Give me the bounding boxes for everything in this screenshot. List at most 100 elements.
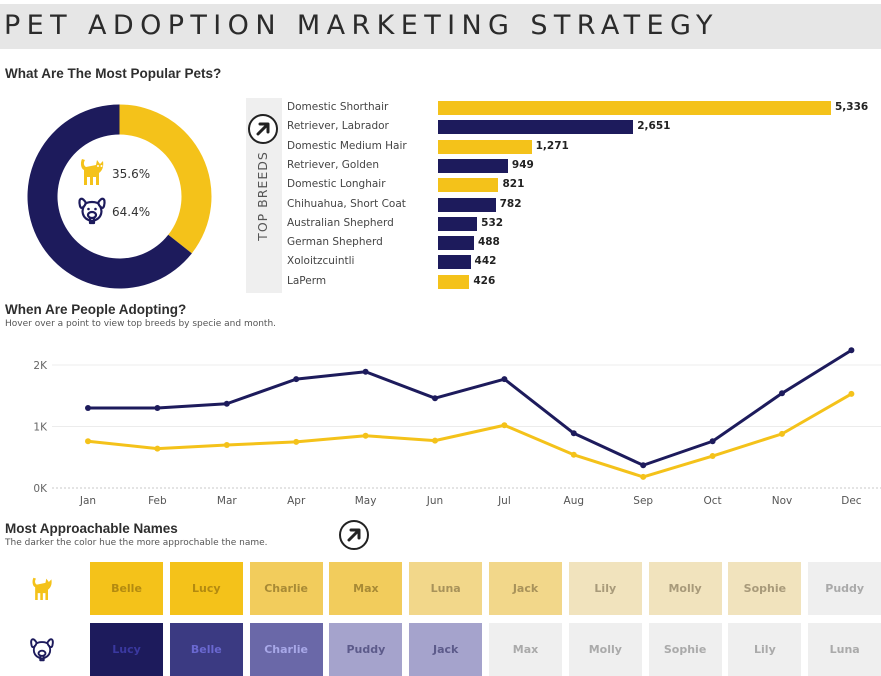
- name-cell-dog[interactable]: Charlie: [249, 623, 323, 676]
- breed-row[interactable]: Retriever, Labrador 2,651: [287, 118, 880, 137]
- top-breeds-panel: TOP BREEDS Domestic Shorthair 5,336 Retrie…: [246, 98, 880, 293]
- breed-value-label: 5,336: [835, 101, 869, 113]
- data-point-cat[interactable]: [709, 453, 716, 460]
- breed-bar[interactable]: [438, 178, 499, 193]
- breed-bar[interactable]: [438, 255, 471, 270]
- dog-percentage: 64.4%: [112, 205, 151, 219]
- breed-row[interactable]: Xoloitzcuintli 442: [287, 253, 880, 272]
- name-cell-dog[interactable]: Lucy: [90, 623, 163, 676]
- name-cell-cat[interactable]: Lucy: [169, 562, 243, 615]
- data-point-dog[interactable]: [570, 430, 577, 437]
- data-point-dog[interactable]: [223, 400, 230, 407]
- name-cell-dog[interactable]: Max: [489, 623, 562, 676]
- data-point-dog[interactable]: [154, 405, 161, 412]
- breed-value-label: 532: [481, 216, 504, 229]
- data-point-cat[interactable]: [223, 441, 230, 448]
- breed-row[interactable]: Chihuahua, Short Coat 782: [287, 196, 880, 215]
- data-point-dog[interactable]: [501, 376, 508, 383]
- breed-value-label: 782: [499, 197, 522, 210]
- data-point-dog[interactable]: [362, 368, 369, 375]
- data-point-dog[interactable]: [640, 462, 647, 469]
- species-donut-chart: [27, 104, 212, 289]
- top-breeds-label: TOP BREEDS: [255, 151, 270, 241]
- name-cell-dog[interactable]: Sophie: [648, 623, 722, 676]
- name-cell-cat[interactable]: Sophie: [728, 562, 802, 615]
- breed-value-label: 949: [511, 158, 534, 171]
- data-point-cat[interactable]: [570, 451, 577, 458]
- data-point-cat[interactable]: [640, 473, 647, 480]
- breed-name: Domestic Longhair: [287, 178, 386, 191]
- series-line-dog: [88, 348, 853, 467]
- name-cell-dog[interactable]: Jack: [409, 623, 483, 676]
- data-point-dog[interactable]: [848, 347, 855, 354]
- breed-value-label: 442: [474, 255, 497, 268]
- name-cell-cat[interactable]: Luna: [409, 562, 483, 615]
- breed-row[interactable]: Retriever, Golden 949: [287, 157, 880, 176]
- dog-icon: [78, 197, 106, 225]
- name-cell-dog[interactable]: Luna: [808, 623, 881, 676]
- name-cell-dog[interactable]: Belle: [169, 623, 243, 676]
- data-point-dog[interactable]: [432, 395, 438, 402]
- breed-name: Retriever, Golden: [287, 158, 380, 171]
- breed-row[interactable]: Domestic Shorthair 5,336: [287, 99, 880, 118]
- breed-bar[interactable]: [438, 101, 831, 115]
- x-tick-label: Jul: [497, 495, 511, 507]
- x-tick-label: Mar: [217, 495, 237, 507]
- title-bar: PET ADOPTION MARKETING STRATEGY: [0, 4, 881, 49]
- donut-slice-dog[interactable]: [27, 104, 192, 289]
- data-point-cat[interactable]: [362, 432, 369, 439]
- y-tick-label: 0K: [33, 483, 48, 495]
- breed-bar[interactable]: [438, 236, 474, 251]
- data-point-dog[interactable]: [779, 390, 785, 397]
- name-cell-dog[interactable]: Puddy: [329, 623, 403, 676]
- data-point-cat[interactable]: [154, 445, 161, 452]
- breed-bar[interactable]: [438, 197, 496, 212]
- data-point-cat[interactable]: [779, 430, 785, 437]
- breed-value-label: 821: [502, 178, 525, 191]
- name-cell-dog[interactable]: Molly: [568, 623, 642, 676]
- data-point-cat[interactable]: [293, 438, 300, 445]
- cat-icon: [32, 577, 52, 600]
- name-cell-cat[interactable]: Belle: [90, 562, 163, 615]
- data-point-cat[interactable]: [501, 422, 508, 429]
- top-breeds-expand-button[interactable]: [248, 114, 278, 144]
- breed-row[interactable]: German Shepherd 488: [287, 234, 880, 253]
- data-point-dog[interactable]: [293, 376, 300, 383]
- data-point-cat[interactable]: [848, 390, 855, 397]
- breed-bar[interactable]: [438, 216, 478, 231]
- data-point-cat[interactable]: [432, 437, 438, 444]
- breed-bar[interactable]: [438, 120, 634, 135]
- name-cell-cat[interactable]: Jack: [489, 562, 562, 615]
- breed-row[interactable]: Australian Shepherd 532: [287, 215, 880, 234]
- x-tick-label: Dec: [841, 495, 862, 507]
- names-subtitle: The darker the color hue the more approc…: [5, 538, 268, 548]
- x-tick-label: Sep: [633, 495, 653, 507]
- name-cell-cat[interactable]: Molly: [648, 562, 722, 615]
- name-cell-cat[interactable]: Lily: [568, 562, 642, 615]
- breed-row[interactable]: Domestic Medium Hair 1,271: [287, 138, 880, 157]
- breed-row[interactable]: LaPerm 426: [287, 273, 880, 292]
- top-breeds-sidebar: TOP BREEDS: [246, 98, 282, 293]
- data-point-dog[interactable]: [85, 405, 91, 412]
- name-cell-cat[interactable]: Charlie: [249, 562, 323, 615]
- x-tick-label: Jun: [426, 495, 443, 507]
- name-cell-cat[interactable]: Puddy: [808, 562, 881, 615]
- breed-bar[interactable]: [438, 158, 508, 173]
- data-point-dog[interactable]: [709, 438, 716, 445]
- adopting-title: When Are People Adopting?: [5, 302, 187, 317]
- breed-row[interactable]: Domestic Longhair 821: [287, 176, 880, 195]
- breed-bar[interactable]: [438, 139, 532, 154]
- arrow-up-right-icon: [347, 528, 361, 542]
- y-tick-label: 1K: [33, 422, 48, 434]
- data-point-cat[interactable]: [85, 438, 91, 445]
- breed-name: LaPerm: [287, 274, 327, 287]
- names-expand-button[interactable]: [339, 520, 369, 550]
- adoptions-line-chart: 0K 1K 2K Jan Feb Mar Apr May Jun Jul Aug Sep Oct Nov D…: [33, 347, 881, 507]
- x-tick-label: Jan: [79, 495, 96, 507]
- name-cell-dog[interactable]: Lily: [728, 623, 802, 676]
- breed-bar[interactable]: [438, 274, 470, 289]
- donut-slice-cat[interactable]: [119, 104, 212, 254]
- y-tick-label: 2K: [33, 360, 48, 372]
- name-cell-cat[interactable]: Max: [329, 562, 403, 615]
- dog-icon: [30, 638, 54, 662]
